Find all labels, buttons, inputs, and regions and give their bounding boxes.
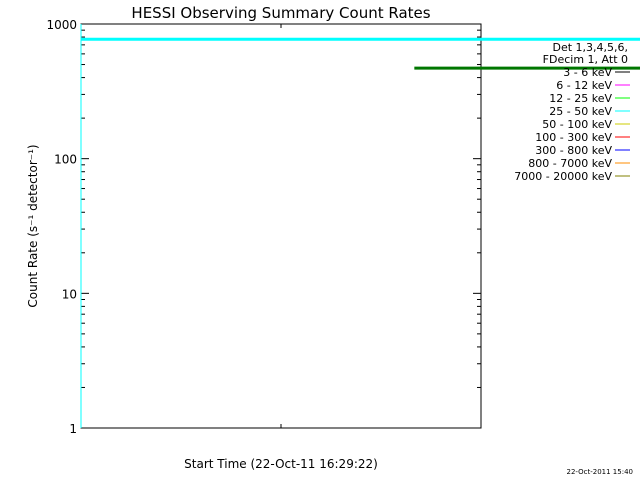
y-axis-label: Count Rate (s⁻¹ detector⁻¹) <box>26 144 40 307</box>
legend-entry-label: 3 - 6 keV <box>563 66 612 79</box>
legend-entry-label: 25 - 50 keV <box>549 105 612 118</box>
legend: Det 1,3,4,5,6, FDecim 1, Att 0 3 - 6 keV… <box>514 41 630 183</box>
legend-entry-label: 12 - 25 keV <box>549 92 612 105</box>
plot-frame <box>80 23 482 429</box>
legend-entry-label: 7000 - 20000 keV <box>514 170 612 183</box>
y-tick-label: 100 <box>54 153 77 167</box>
chart-title: HESSI Observing Summary Count Rates <box>131 4 430 22</box>
legend-header-line-2: FDecim 1, Att 0 <box>543 53 628 66</box>
x-axis-label: Start Time (22-Oct-11 16:29:22) <box>184 457 378 471</box>
legend-entry-label: 100 - 300 keV <box>535 131 612 144</box>
legend-entry-label: 300 - 800 keV <box>535 144 612 157</box>
y-tick-label: 1000 <box>46 18 77 32</box>
legend-entry-label: 50 - 100 keV <box>542 118 612 131</box>
y-tick-label: 1 <box>69 422 77 436</box>
legend-header-line-1: Det 1,3,4,5,6, <box>552 41 628 54</box>
y-tick-label: 10 <box>62 287 77 301</box>
footer-date: 22-Oct-2011 15:40 <box>567 468 633 476</box>
legend-entry-label: 6 - 12 keV <box>556 79 612 92</box>
legend-entry-label: 800 - 7000 keV <box>528 157 612 170</box>
